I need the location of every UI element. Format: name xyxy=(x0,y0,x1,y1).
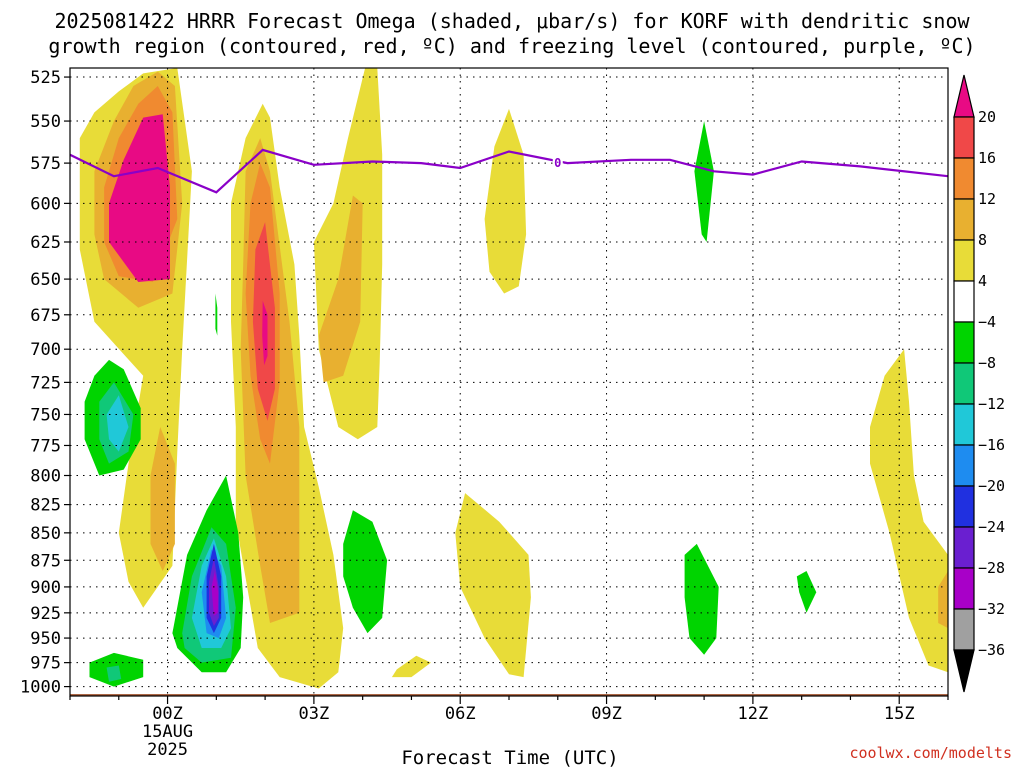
freezing-level-line xyxy=(70,148,948,194)
colorbar-label-3: 8 xyxy=(978,231,987,249)
y-tick-label-19: 1000 xyxy=(20,678,61,698)
colorbar-label-8: −16 xyxy=(978,436,1005,454)
colorbar-segment-1 xyxy=(953,116,975,159)
y-tick-label-15: 900 xyxy=(30,578,61,598)
colorbar-label-2: 12 xyxy=(978,190,996,208)
y-tick-label-9: 750 xyxy=(30,405,61,425)
x-tick-label-3-0: 09Z xyxy=(591,704,622,724)
colorbar-segment-7 xyxy=(953,362,975,405)
colorbar-label-5: −4 xyxy=(978,313,996,331)
y-tick-label-18: 975 xyxy=(30,654,61,674)
y-tick-label-7: 700 xyxy=(30,340,61,360)
colorbar-segment-13 xyxy=(953,608,975,651)
freezing-label-bg xyxy=(552,155,563,170)
y-tick-label-10: 775 xyxy=(30,436,61,456)
colorbar-segment-11 xyxy=(953,526,975,569)
x-tick-label-1-0: 03Z xyxy=(299,704,330,724)
y-tick-label-3: 600 xyxy=(30,194,61,214)
colorbar: 20 16 12 8 4 −4 −8 −12 −16 −20 −24 −28 −32 −36 xyxy=(953,74,1005,693)
credit-text: coolwx.com/modelts xyxy=(849,744,1012,762)
colorbar-segment-4 xyxy=(953,239,975,282)
omega-region-13 xyxy=(455,493,531,678)
y-axis: 525 550 575 600 625 650 675 700 725 750 775 800 825 8… xyxy=(20,68,70,698)
colorbar-segment-2 xyxy=(953,157,975,200)
x-tick-label-2-0: 06Z xyxy=(445,704,476,724)
omega-region-16 xyxy=(938,571,948,629)
omega-region-19 xyxy=(106,395,129,452)
omega-region-30 xyxy=(215,293,218,336)
colorbar-bottom-arrow xyxy=(953,649,975,693)
colorbar-segment-12 xyxy=(953,567,975,610)
omega-region-28 xyxy=(211,571,219,616)
omega-region-3 xyxy=(109,114,170,282)
x-tick-label-0-2: 2025 xyxy=(147,740,188,760)
y-tick-label-13: 850 xyxy=(30,524,61,544)
y-tick-label-1: 550 xyxy=(30,112,61,132)
colorbar-label-10: −24 xyxy=(978,518,1005,536)
colorbar-label-7: −12 xyxy=(978,395,1005,413)
y-tick-label-8: 725 xyxy=(30,373,61,393)
colorbar-label-9: −20 xyxy=(978,477,1005,495)
x-tick-label-5-0: 15Z xyxy=(884,704,915,724)
colorbar-segment-9 xyxy=(953,444,975,487)
omega-region-15 xyxy=(870,349,948,673)
omega-region-32 xyxy=(684,543,719,655)
omega-region-31 xyxy=(694,121,714,242)
omega-region-14 xyxy=(391,655,431,678)
x-tick-label-0-1: 15AUG xyxy=(142,722,193,742)
colorbar-label-1: 16 xyxy=(978,149,996,167)
colorbar-label-6: −8 xyxy=(978,354,996,372)
plot-area: 0 xyxy=(69,67,949,697)
colorbar-top-arrow xyxy=(953,74,975,118)
omega-region-11 xyxy=(318,195,363,383)
colorbar-label-4: 4 xyxy=(978,272,987,290)
colorbar-segment-8 xyxy=(953,403,975,446)
y-tick-label-17: 950 xyxy=(30,629,61,649)
y-tick-label-14: 875 xyxy=(30,551,61,571)
colorbar-label-11: −28 xyxy=(978,559,1005,577)
x-axis-label: Forecast Time (UTC) xyxy=(401,747,618,768)
y-tick-label-11: 800 xyxy=(30,467,61,487)
omega-region-12 xyxy=(484,108,527,294)
y-tick-label-2: 575 xyxy=(30,154,61,174)
y-tick-label-16: 925 xyxy=(30,604,61,624)
chart-title-line-1: 2025081422 HRRR Forecast Omega (shaded, … xyxy=(54,9,970,33)
surface-band xyxy=(70,694,948,696)
colorbar-segment-5 xyxy=(953,280,975,323)
y-tick-label-5: 650 xyxy=(30,270,61,290)
colorbar-segment-3 xyxy=(953,198,975,241)
chart-title-line-2: growth region (contoured, red, ºC) and f… xyxy=(48,34,975,58)
omega-region-29 xyxy=(343,510,388,634)
colorbar-label-12: −32 xyxy=(978,600,1005,618)
x-tick-label-0-0: 00Z xyxy=(152,704,183,724)
y-tick-label-4: 625 xyxy=(30,233,61,253)
colorbar-segment-6 xyxy=(953,321,975,364)
y-tick-label-12: 825 xyxy=(30,496,61,516)
omega-region-4 xyxy=(150,427,175,571)
colorbar-segment-10 xyxy=(953,485,975,528)
y-tick-label-6: 675 xyxy=(30,306,61,326)
colorbar-label-0: 20 xyxy=(978,108,996,126)
x-tick-label-4-0: 12Z xyxy=(738,704,769,724)
omega-region-33 xyxy=(796,571,817,613)
y-tick-label-0: 525 xyxy=(30,68,61,88)
omega-region-21 xyxy=(106,665,122,682)
freezing-level-label: 0 xyxy=(554,156,561,170)
colorbar-label-13: −36 xyxy=(978,641,1005,659)
